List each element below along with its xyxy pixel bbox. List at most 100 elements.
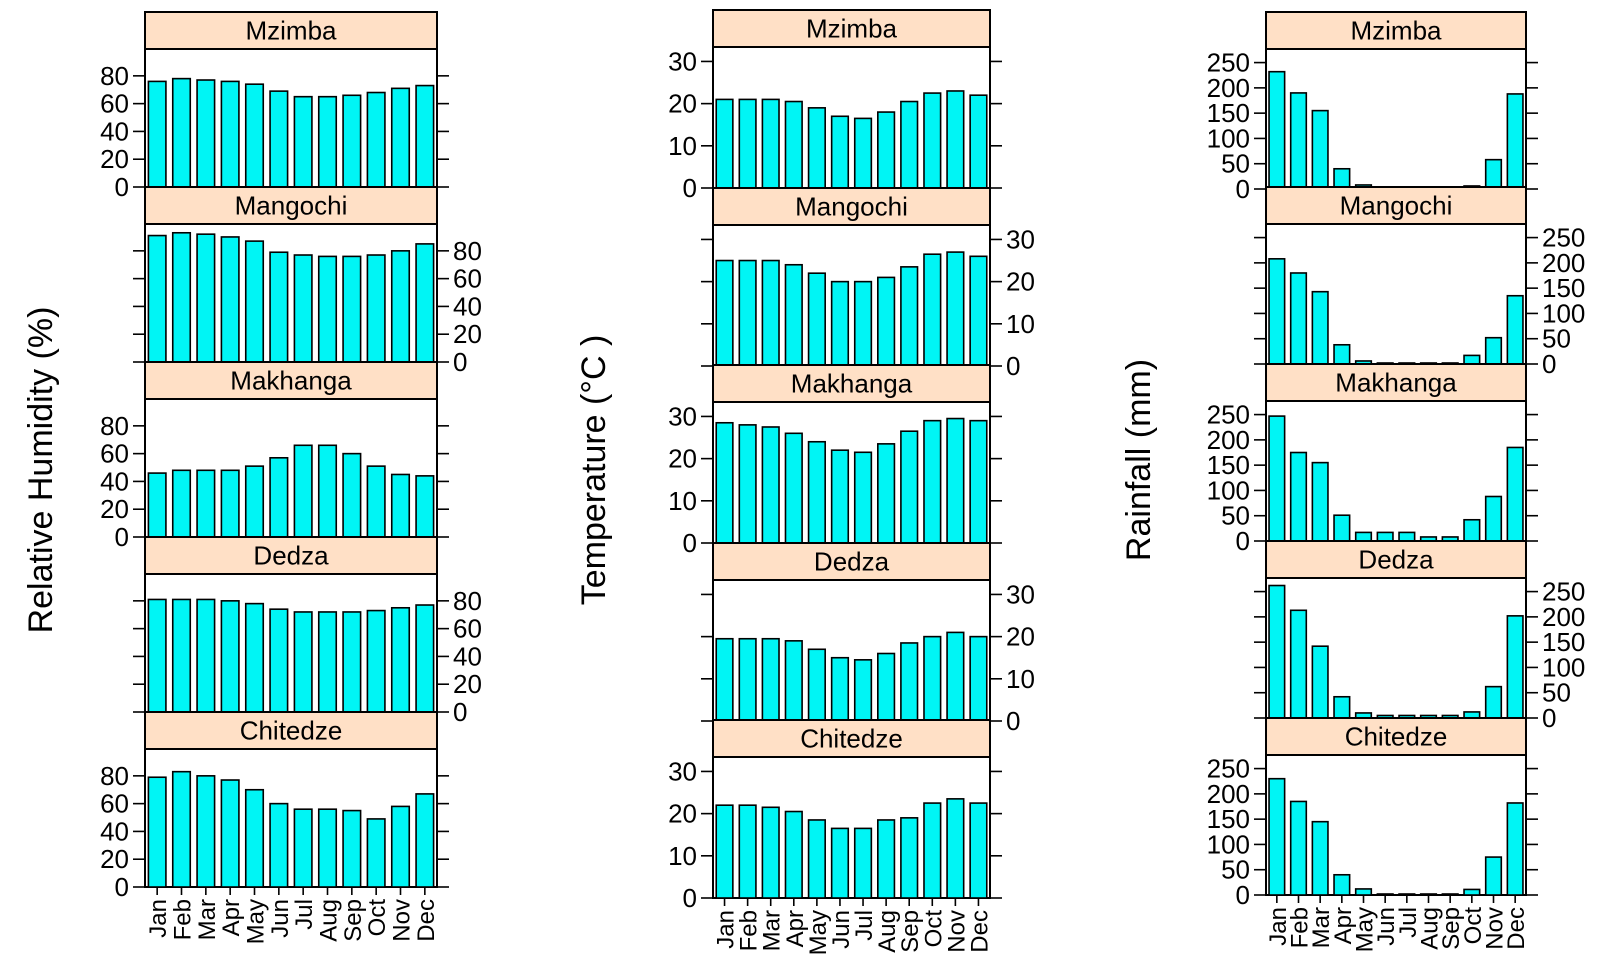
bar	[807, 648, 826, 722]
bar	[877, 819, 896, 899]
bar	[171, 469, 192, 538]
bar	[293, 95, 313, 188]
y-axis-label: Relative Humidity (%)	[22, 307, 60, 634]
bar	[877, 652, 896, 722]
bar	[738, 804, 757, 899]
panel-strip	[144, 186, 438, 225]
y-tick-label: 250	[1207, 48, 1250, 78]
bar	[293, 611, 313, 713]
bar	[969, 635, 988, 722]
panel-strip	[712, 9, 991, 48]
x-tick-label: Jan	[145, 899, 172, 938]
bar	[946, 251, 965, 367]
bar	[946, 417, 965, 544]
bar	[784, 432, 803, 544]
y-tick-label: 0	[1006, 351, 1020, 381]
y-tick-label: 250	[1207, 400, 1250, 430]
bar	[147, 776, 167, 888]
bar	[342, 611, 362, 713]
bar	[269, 90, 289, 188]
x-tick-label: Sep	[897, 910, 924, 953]
y-tick-label: 0	[1542, 349, 1556, 379]
y-tick-label: 50	[1221, 855, 1250, 885]
panel-strip	[144, 11, 438, 50]
bar	[1311, 290, 1329, 365]
bar	[390, 87, 411, 188]
bar	[853, 659, 873, 722]
bar	[342, 255, 362, 363]
bar	[366, 91, 386, 188]
humidity-panel-group: Mzimba020406080Mangochi020406080Makhanga…	[22, 11, 482, 944]
y-tick-label: 100	[1207, 123, 1250, 153]
bar	[853, 827, 873, 899]
bar	[1506, 615, 1524, 719]
x-tick-label: May	[805, 910, 832, 955]
bar	[244, 240, 265, 363]
bar	[923, 253, 942, 367]
bar	[923, 92, 942, 189]
bar	[1268, 415, 1286, 542]
y-tick-label: 200	[1542, 248, 1585, 278]
bar	[220, 236, 240, 363]
bar	[1441, 893, 1459, 896]
x-tick-label: Nov	[389, 899, 416, 942]
panel-strip-label: Mangochi	[1340, 191, 1453, 221]
bar	[877, 111, 896, 189]
bar	[1484, 685, 1503, 719]
y-tick-label: 50	[1542, 678, 1571, 708]
bar	[761, 806, 780, 899]
y-tick-label: 10	[668, 131, 697, 161]
bar	[1289, 272, 1308, 365]
bar	[147, 80, 167, 188]
panel-strip	[712, 542, 991, 581]
bar	[738, 98, 757, 189]
bar	[1376, 531, 1394, 542]
panel-strip-label: Mzimba	[1350, 16, 1442, 46]
bar	[969, 802, 988, 899]
x-tick-label: Sep	[1438, 907, 1465, 950]
y-tick-label: 60	[100, 789, 129, 819]
bar	[923, 419, 942, 544]
panel-strip-label: Mzimba	[245, 16, 337, 46]
x-tick-label: Nov	[1482, 907, 1509, 950]
y-tick-label: 40	[100, 116, 129, 146]
bar	[830, 115, 850, 189]
panel-frame	[712, 756, 991, 899]
y-tick-label: 10	[1006, 664, 1035, 694]
panel-strip	[1265, 11, 1527, 50]
bar	[220, 779, 240, 888]
bar	[715, 421, 734, 544]
bar	[877, 276, 896, 367]
bar	[244, 465, 265, 538]
bar	[1506, 93, 1524, 190]
y-tick-label: 40	[453, 291, 482, 321]
bar	[196, 469, 216, 538]
y-tick-label: 20	[100, 144, 129, 174]
x-tick-label: Mar	[1308, 907, 1335, 948]
bar	[1268, 584, 1286, 719]
y-tick-label: 40	[100, 466, 129, 496]
y-tick-label: 40	[100, 816, 129, 846]
bar	[1268, 258, 1286, 365]
bar	[715, 259, 734, 367]
bar	[1268, 777, 1286, 896]
y-tick-label: 60	[453, 264, 482, 294]
panel-strip-label: Mzimba	[806, 14, 898, 44]
bar	[220, 80, 240, 188]
bar	[244, 602, 265, 713]
y-tick-label: 50	[1542, 324, 1571, 354]
bar	[293, 254, 313, 363]
y-tick-label: 20	[100, 844, 129, 874]
y-tick-label: 20	[1006, 622, 1035, 652]
x-tick-label: Mar	[759, 910, 786, 951]
bar	[147, 598, 167, 713]
bar	[1419, 893, 1438, 896]
bar	[269, 802, 289, 888]
bar	[807, 272, 826, 367]
y-tick-label: 0	[453, 347, 467, 377]
bar	[715, 637, 734, 722]
y-tick-label: 200	[1542, 602, 1585, 632]
x-tick-label: Jul	[291, 899, 318, 930]
bar	[923, 635, 942, 722]
